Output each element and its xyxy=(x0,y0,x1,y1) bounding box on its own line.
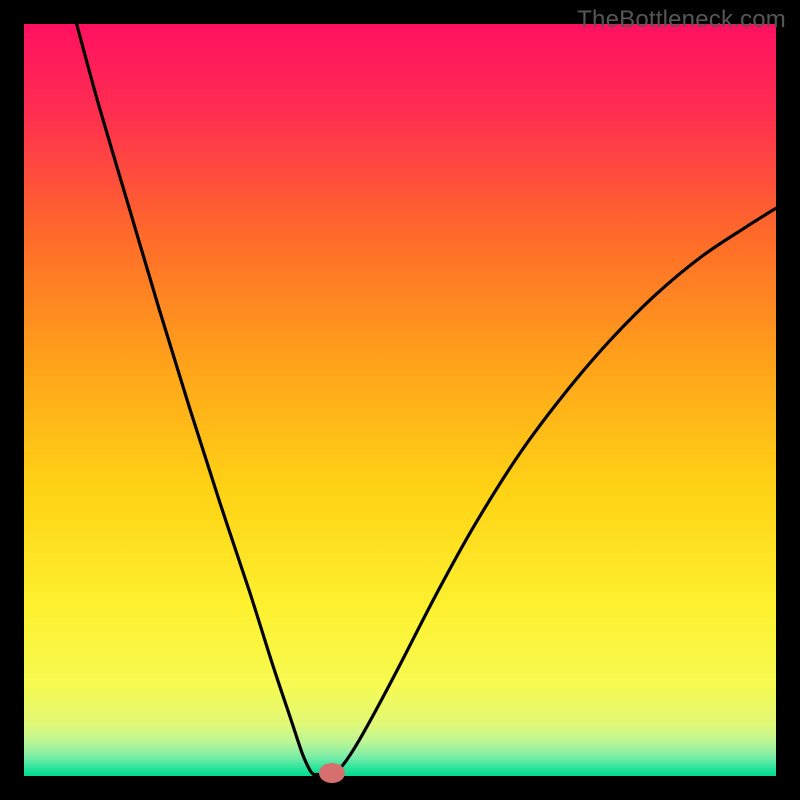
chart-border xyxy=(0,776,800,800)
chart-border xyxy=(776,0,800,800)
plot-area xyxy=(24,24,776,776)
curve-path xyxy=(77,24,776,775)
watermark-text: TheBottleneck.com xyxy=(577,6,786,34)
chart-border xyxy=(0,0,24,800)
bottleneck-curve xyxy=(24,24,776,776)
